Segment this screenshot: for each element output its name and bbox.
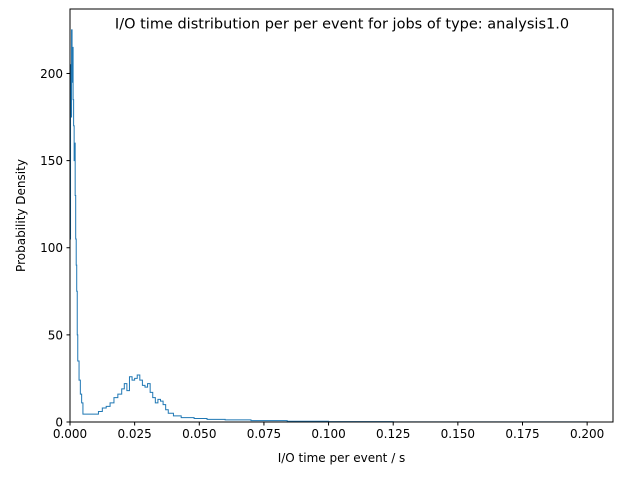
- x-tick-label: 0.100: [311, 427, 345, 441]
- x-tick-label: 0.200: [570, 427, 604, 441]
- y-tick-label: 200: [40, 67, 63, 81]
- x-tick-label: 0.025: [117, 427, 151, 441]
- plot-frame: [69, 8, 614, 423]
- x-tick-label: 0.175: [505, 427, 539, 441]
- x-axis: 0.000 0.025 0.050 0.075 0.100 0.125 0.150 0.175…: [53, 422, 604, 441]
- x-tick-label: 0.150: [441, 427, 475, 441]
- x-tick-label: 0.000: [53, 427, 87, 441]
- x-tick-label: 0.050: [182, 427, 216, 441]
- y-axis-label: Probability Density: [14, 159, 28, 272]
- x-tick-label: 0.125: [376, 427, 410, 441]
- plot-series: [70, 29, 588, 422]
- chart-title: I/O time distribution per per event for …: [115, 17, 569, 33]
- y-tick-label: 150: [40, 154, 63, 168]
- y-tick-label: 0: [55, 416, 63, 430]
- x-axis-label: I/O time per event / s: [278, 451, 406, 465]
- histogram-series-1: [70, 29, 588, 422]
- y-tick-label: 50: [48, 328, 63, 342]
- y-tick-label: 100: [40, 241, 63, 255]
- y-axis: 0 50 100 150 200: [40, 67, 70, 430]
- x-tick-label: 0.075: [247, 427, 281, 441]
